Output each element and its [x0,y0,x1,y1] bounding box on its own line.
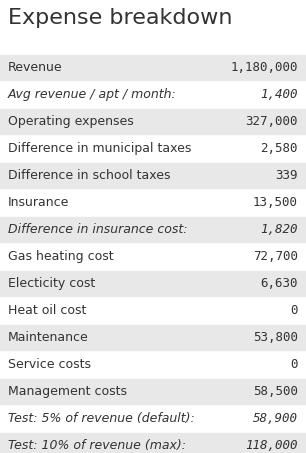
Bar [0,352,306,377]
Text: Heat oil cost: Heat oil cost [8,304,86,317]
Text: Test: 10% of revenue (max):: Test: 10% of revenue (max): [8,439,186,452]
Text: 339: 339 [275,169,298,182]
Text: Difference in insurance cost:: Difference in insurance cost: [8,223,188,236]
Text: Electicity cost: Electicity cost [8,277,95,290]
Text: Insurance: Insurance [8,196,69,209]
Bar [0,244,306,269]
Text: Management costs: Management costs [8,385,127,398]
Text: 2,580: 2,580 [260,142,298,155]
Text: Service costs: Service costs [8,358,91,371]
Text: Operating expenses: Operating expenses [8,115,134,128]
Bar [0,163,306,188]
Bar [0,379,306,404]
Text: Gas heating cost: Gas heating cost [8,250,114,263]
Text: 0: 0 [290,304,298,317]
Text: Test: 5% of revenue (default):: Test: 5% of revenue (default): [8,412,195,425]
Bar [0,406,306,431]
Text: 58,500: 58,500 [253,385,298,398]
Text: 0: 0 [290,358,298,371]
Text: 1,820: 1,820 [260,223,298,236]
Text: Difference in school taxes: Difference in school taxes [8,169,170,182]
Bar [0,433,306,453]
Text: 72,700: 72,700 [253,250,298,263]
Bar [0,82,306,107]
Text: Difference in municipal taxes: Difference in municipal taxes [8,142,191,155]
Text: 327,000: 327,000 [245,115,298,128]
Bar [0,136,306,161]
Bar [0,271,306,296]
Text: Expense breakdown: Expense breakdown [8,8,233,28]
Text: 58,900: 58,900 [253,412,298,425]
Text: 1,400: 1,400 [260,88,298,101]
Text: Revenue: Revenue [8,61,63,74]
Text: 1,180,000: 1,180,000 [230,61,298,74]
Text: Maintenance: Maintenance [8,331,89,344]
Text: 13,500: 13,500 [253,196,298,209]
Bar [0,109,306,134]
Bar [0,325,306,350]
Bar [0,55,306,80]
Text: 53,800: 53,800 [253,331,298,344]
Text: Avg revenue / apt / month:: Avg revenue / apt / month: [8,88,177,101]
Text: 118,000: 118,000 [245,439,298,452]
Text: 6,630: 6,630 [260,277,298,290]
Bar [0,190,306,215]
Bar [0,217,306,242]
Bar [0,298,306,323]
